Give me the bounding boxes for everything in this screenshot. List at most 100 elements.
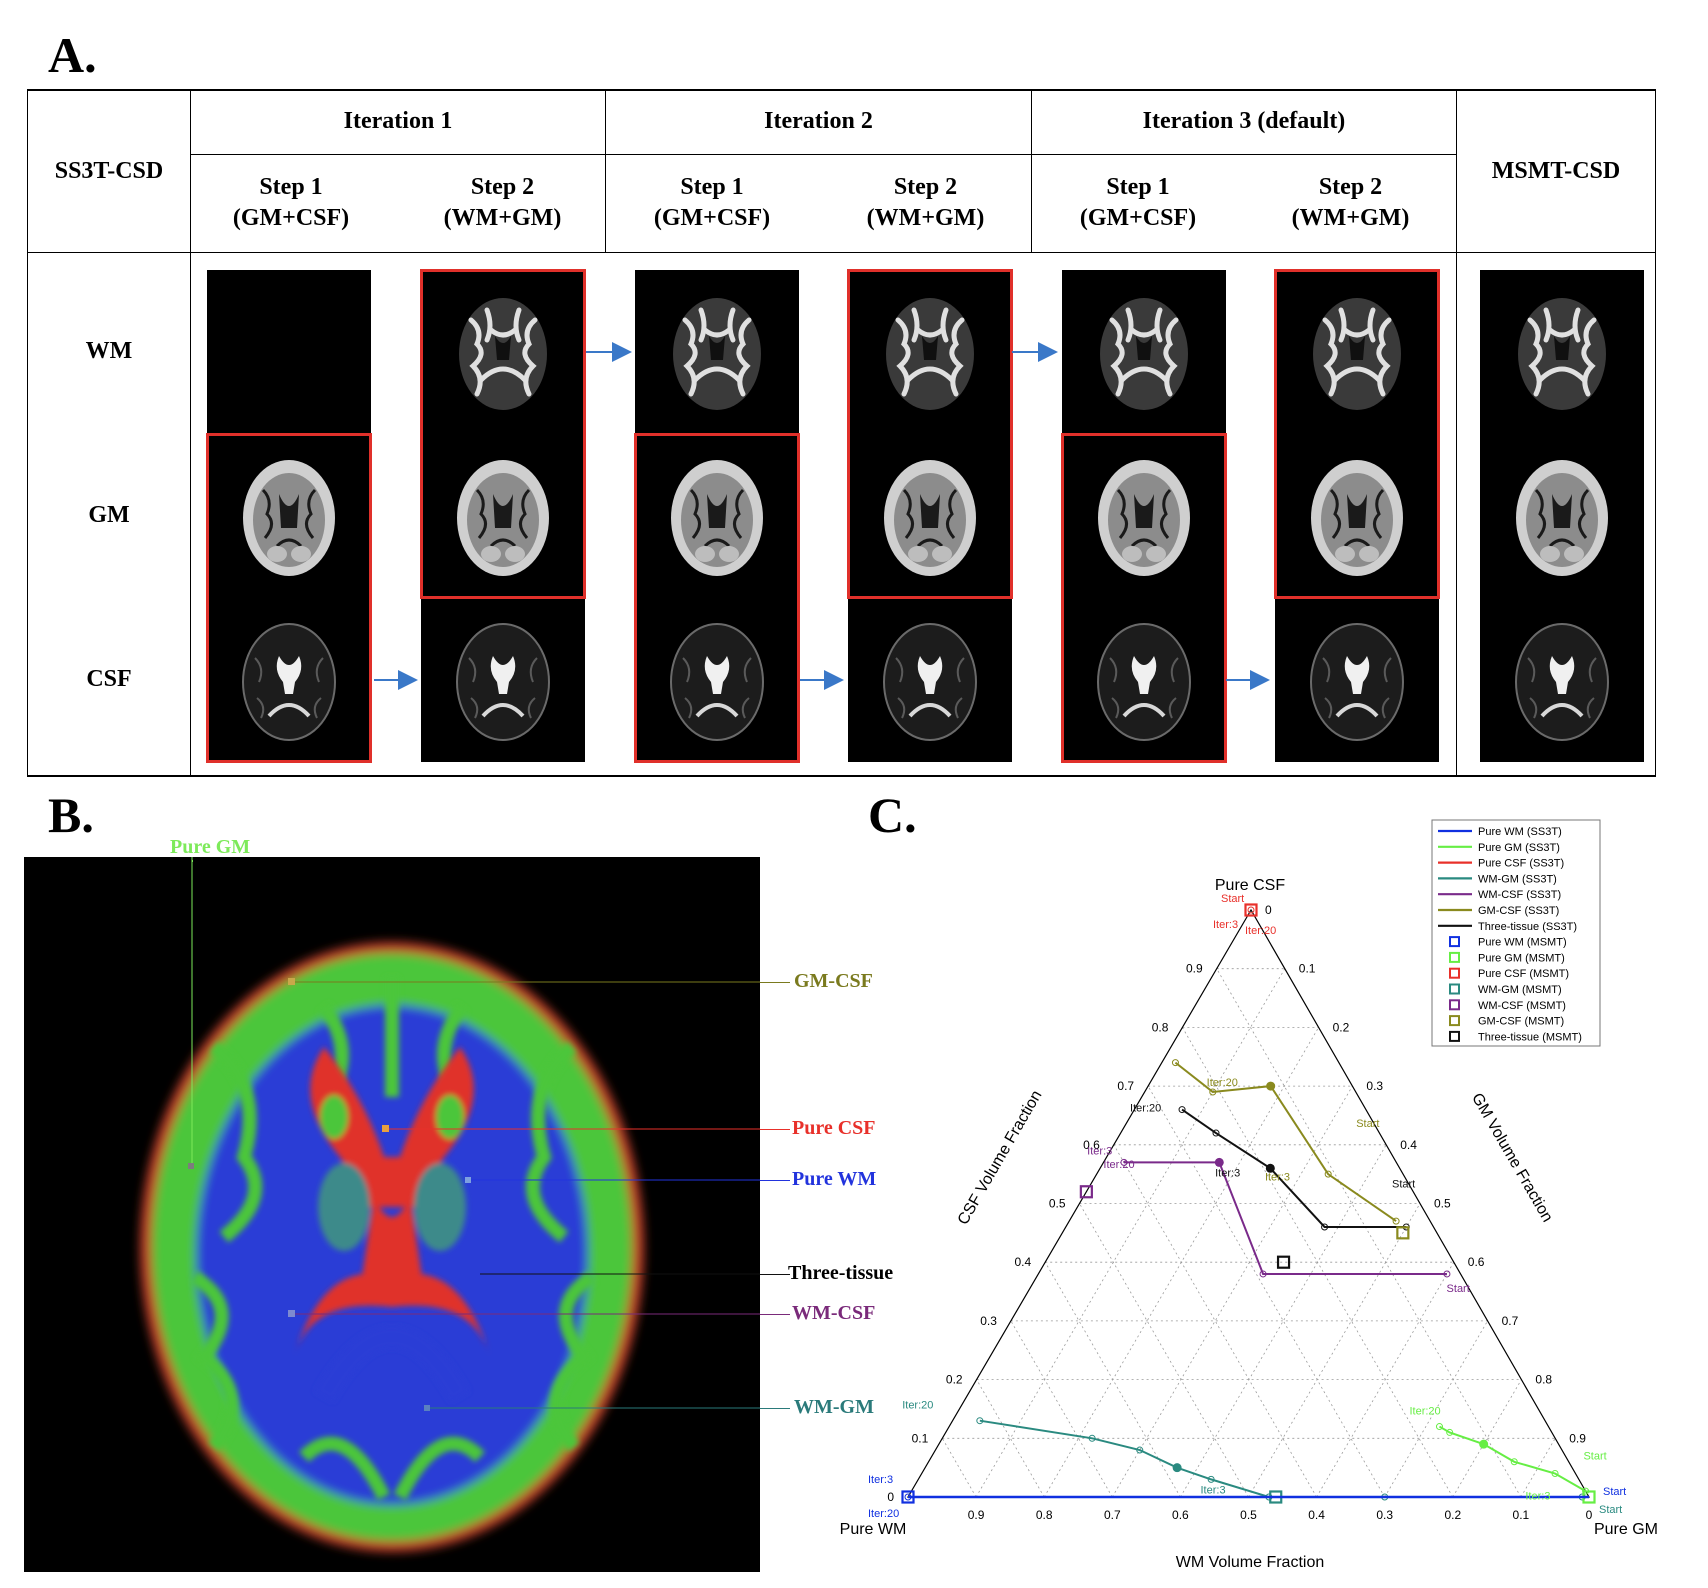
axis-label-bottom: WM Volume Fraction — [1176, 1554, 1324, 1571]
series-line-gm-csf-ss3t — [1174, 1061, 1397, 1222]
grid-line — [1044, 1262, 1181, 1498]
point-three-tissue-ss3t — [1178, 1106, 1186, 1114]
annotation-label: Iter:20 — [1207, 1077, 1238, 1089]
point-wm-csf-ss3t — [1259, 1270, 1267, 1278]
vertex-label-top: Pure CSF — [1215, 877, 1285, 894]
tick-label-gm: 0.5 — [1434, 1197, 1451, 1211]
legend-entry: WM-CSF (MSMT) — [1478, 1000, 1566, 1012]
legend-swatch — [1449, 936, 1460, 948]
step-header: Step 2 (WM+GM) — [1245, 172, 1456, 234]
series-line-pure-gm-ss3t — [1438, 1425, 1587, 1492]
step-sub: (GM+CSF) — [232, 205, 350, 232]
point-wm-csf-ss3t — [1120, 1158, 1128, 1166]
series-line-wm-gm-ss3t — [979, 1419, 1583, 1498]
tick-label-gm: 0.4 — [1400, 1138, 1417, 1152]
annotation-label: Iter:20 — [902, 1400, 933, 1412]
ternary-grid — [941, 968, 1556, 1498]
grid-line — [1113, 1144, 1317, 1498]
tick-label-wm: 0.3 — [1376, 1508, 1393, 1522]
tick-label-csf: 0.4 — [1015, 1255, 1032, 1269]
label-three-tissue: Three-tissue — [788, 1262, 894, 1284]
iter3-point-wm-csf-ss3t — [1214, 1157, 1224, 1167]
brain-thumbnail-wm — [207, 270, 371, 434]
brain-thumbnail-gm — [1480, 434, 1644, 598]
tick-label-csf: 0.5 — [1049, 1197, 1066, 1211]
tick-label-gm: 0 — [1265, 903, 1272, 917]
marker-wm-gm-msmt — [1269, 1490, 1283, 1504]
grid-line — [941, 1438, 977, 1498]
pointer-ext-three-tissue — [760, 1274, 790, 1275]
series-line-wm-csf-ss3t — [1123, 1161, 1447, 1275]
point-three-tissue-ss3t — [1402, 1223, 1410, 1231]
row-label-csf: CSF — [86, 666, 132, 692]
tick-label-csf: 0 — [887, 1490, 894, 1504]
corner-header: SS3T-CSD — [54, 158, 164, 184]
grid-line — [1111, 1085, 1353, 1498]
step-header: Step 2 (WM+GM) — [820, 172, 1031, 234]
brain-thumbnail-csf — [1480, 598, 1644, 762]
iteration-1-header: Iteration 1 — [343, 108, 453, 134]
grid-line — [1248, 1203, 1421, 1498]
label-gm-csf: GM-CSF — [794, 970, 873, 992]
annotation-label: Iter:20 — [1103, 1159, 1134, 1171]
tick-label-wm: 0.2 — [1444, 1508, 1461, 1522]
panel-label-c: C. — [868, 787, 917, 843]
brain-thumbnail-gm — [421, 434, 585, 598]
brain-thumbnail-csf — [635, 598, 799, 762]
tick-label-wm: 0.1 — [1513, 1508, 1530, 1522]
step-sub: (GM+CSF) — [653, 205, 771, 232]
point-gm-csf-ss3t — [1209, 1088, 1217, 1096]
label-wm-csf: WM-CSF — [792, 1302, 876, 1324]
brain-thumbnail-wm — [1275, 270, 1439, 434]
legend-entry: Three-tissue (SS3T) — [1478, 921, 1577, 933]
tick-label-gm: 0.6 — [1468, 1255, 1485, 1269]
point-wm-gm-ss3t — [1173, 1464, 1181, 1472]
roi-marker — [424, 1405, 430, 1411]
point-wm-csf-ss3t — [1443, 1270, 1451, 1278]
tick-label-gm: 0.9 — [1569, 1431, 1586, 1445]
tick-label-gm: 0.1 — [1299, 962, 1316, 976]
axis-label-left: CSF Volume Fraction — [955, 1088, 1046, 1228]
point-pure-gm-ss3t — [1551, 1470, 1559, 1478]
roi-marker — [288, 978, 295, 985]
panel-label-a: A. — [48, 27, 97, 83]
legend-entry: WM-CSF (SS3T) — [1478, 889, 1561, 901]
step-title: Step 1 — [259, 174, 323, 200]
legend-swatch — [1449, 951, 1460, 963]
pointer-line-pure-gm-top — [192, 860, 193, 862]
point-wm-gm-ss3t — [1381, 1493, 1389, 1501]
tick-label-wm: 0.5 — [1240, 1508, 1257, 1522]
brain-thumbnail-wm — [1062, 270, 1226, 434]
label-pure-csf: Pure CSF — [792, 1117, 876, 1139]
brain-thumbnail-wm — [1480, 270, 1644, 434]
tick-label-gm: 0.8 — [1535, 1373, 1552, 1387]
point-three-tissue-ss3t — [1212, 1129, 1220, 1137]
step-header: Step 1 (GM+CSF) — [1032, 172, 1244, 234]
label-wm-gm: WM-GM — [794, 1396, 874, 1418]
point-wm-gm-ss3t — [1088, 1434, 1096, 1442]
point-wm-gm-ss3t — [976, 1417, 984, 1425]
annotation-label: Iter:20 — [1409, 1406, 1440, 1418]
grid-line — [1520, 1438, 1556, 1498]
brain-thumbnail-gm — [1062, 434, 1226, 598]
legend-entry: GM-CSF (MSMT) — [1478, 1016, 1564, 1028]
brain-thumbnail-gm — [635, 434, 799, 598]
point-gm-csf-ss3t — [1392, 1217, 1400, 1225]
grid-line — [1180, 1144, 1387, 1498]
marker-three-tissue-msmt — [1276, 1255, 1291, 1269]
marker-gm-csf-msmt — [1396, 1226, 1410, 1240]
step-title: Step 2 — [1318, 174, 1383, 200]
brain-thumbnail-csf — [1062, 598, 1226, 762]
step-title: Step 1 — [1106, 174, 1170, 200]
grid-line — [1452, 1379, 1522, 1498]
legend-entry: WM-GM (MSMT) — [1478, 984, 1562, 996]
point-pure-csf-ss3t — [1247, 906, 1255, 914]
tick-label-wm: 0 — [1586, 1508, 1593, 1522]
tick-label-csf: 0.6 — [1083, 1138, 1100, 1152]
grid-line — [1182, 1027, 1454, 1498]
iter3-point-gm-csf-ss3t — [1266, 1081, 1276, 1091]
brain-thumbnail-wm — [635, 270, 799, 434]
legend-entry: Pure WM (SS3T) — [1478, 826, 1562, 838]
grid-line — [1010, 1320, 1113, 1498]
